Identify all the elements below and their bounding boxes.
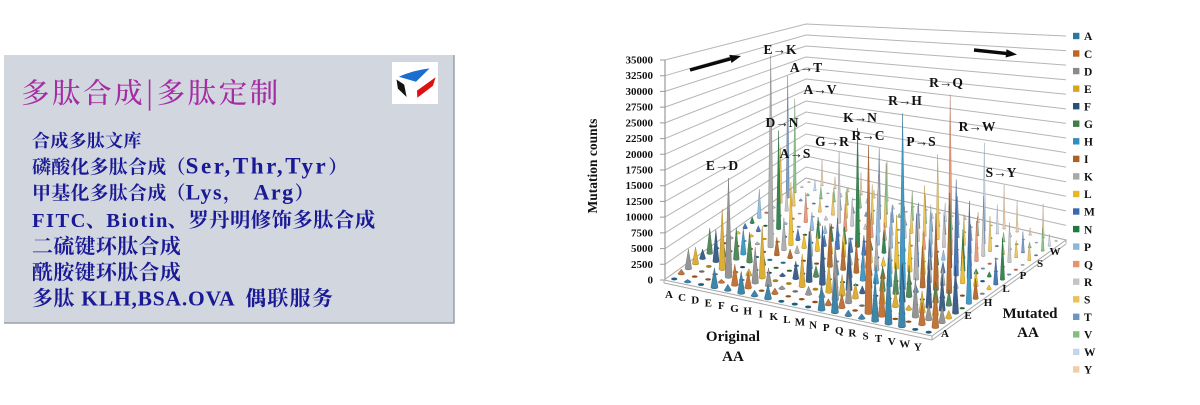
svg-text:P→S: P→S (906, 134, 935, 149)
svg-text:V: V (1084, 330, 1093, 342)
svg-text:K→N: K→N (843, 110, 877, 125)
svg-text:R: R (1084, 277, 1093, 289)
svg-text:Y: Y (914, 341, 922, 353)
svg-text:V: V (888, 336, 896, 348)
svg-text:F: F (718, 300, 725, 312)
svg-text:7500: 7500 (631, 227, 654, 239)
svg-text:R: R (848, 328, 857, 340)
svg-text:R→W: R→W (959, 119, 996, 134)
svg-text:Original: Original (706, 329, 760, 345)
svg-text:12500: 12500 (626, 196, 654, 208)
svg-text:R→Q: R→Q (929, 75, 963, 90)
svg-text:AA: AA (722, 349, 744, 365)
svg-text:Mutation counts: Mutation counts (585, 119, 600, 214)
svg-text:S: S (862, 330, 868, 342)
svg-text:I: I (1084, 154, 1089, 166)
svg-text:A: A (665, 289, 673, 301)
svg-text:G: G (730, 303, 739, 315)
svg-text:L: L (1084, 189, 1092, 201)
svg-text:20000: 20000 (626, 149, 654, 161)
svg-text:R→H: R→H (888, 93, 922, 108)
svg-text:30000: 30000 (626, 86, 654, 98)
svg-text:Y: Y (1084, 365, 1093, 377)
svg-text:N: N (809, 319, 817, 331)
svg-text:35000: 35000 (626, 55, 654, 67)
svg-text:Ser,Thr,Tyr: Ser,Thr,Tyr (186, 154, 329, 179)
svg-text:Mutated: Mutated (1003, 306, 1059, 322)
svg-text:M: M (795, 317, 806, 329)
svg-text:C: C (678, 292, 686, 304)
svg-text:2500: 2500 (631, 259, 654, 271)
svg-text:5000: 5000 (631, 243, 654, 255)
svg-text:S→Y: S→Y (986, 165, 1017, 180)
svg-text:25000: 25000 (626, 117, 654, 129)
svg-text:T: T (875, 333, 883, 345)
svg-text:D→N: D→N (766, 115, 799, 130)
svg-text:D: D (691, 295, 699, 307)
svg-text:P: P (1020, 270, 1027, 282)
svg-text:R→C: R→C (852, 128, 885, 143)
svg-text:22500: 22500 (626, 133, 654, 145)
svg-text:Arg: Arg (254, 180, 295, 205)
svg-text:H: H (1084, 137, 1093, 149)
svg-text:W: W (1050, 246, 1061, 258)
svg-text:G→R: G→R (815, 134, 849, 149)
svg-text:T: T (1084, 312, 1092, 324)
svg-text:Q: Q (835, 325, 844, 337)
svg-text:W: W (899, 339, 910, 351)
svg-text:S: S (1084, 294, 1090, 306)
svg-text:FITC: FITC (32, 210, 87, 232)
svg-text:P: P (1084, 242, 1091, 254)
svg-text:D: D (1084, 66, 1092, 78)
svg-text:A→V: A→V (804, 82, 837, 97)
svg-text:C: C (1084, 49, 1092, 61)
svg-text:E→D: E→D (706, 158, 739, 173)
svg-text:N: N (1084, 224, 1093, 236)
svg-text:E: E (705, 297, 712, 309)
svg-text:L: L (1002, 283, 1009, 295)
svg-text:E: E (1084, 84, 1092, 96)
svg-text:L: L (783, 314, 790, 326)
svg-text:E→K: E→K (763, 42, 797, 57)
svg-text:Biotin: Biotin (106, 210, 169, 232)
svg-text:E: E (964, 310, 971, 322)
svg-text:W: W (1084, 347, 1096, 359)
svg-text:F: F (1084, 101, 1091, 113)
svg-text:A→S: A→S (780, 146, 811, 161)
svg-text:KLH,BSA.OVA: KLH,BSA.OVA (81, 287, 235, 311)
svg-text:Lys: Lys (186, 180, 224, 205)
svg-text:A→T: A→T (790, 60, 822, 75)
svg-text:A: A (941, 328, 949, 340)
svg-text:K: K (1084, 172, 1093, 184)
svg-text:AA: AA (1017, 325, 1039, 341)
svg-text:15000: 15000 (626, 180, 654, 192)
svg-text:I: I (759, 308, 763, 320)
svg-text:10000: 10000 (626, 212, 654, 224)
svg-text:S: S (1037, 258, 1043, 270)
svg-text:32500: 32500 (626, 70, 654, 82)
svg-text:27500: 27500 (626, 102, 654, 114)
svg-text:G: G (1084, 119, 1093, 131)
svg-text:0: 0 (648, 275, 654, 287)
svg-text:17500: 17500 (626, 165, 654, 177)
svg-text:M: M (1084, 207, 1095, 219)
svg-text:P: P (823, 322, 830, 334)
svg-text:Q: Q (1084, 259, 1093, 271)
svg-text:K: K (770, 311, 779, 323)
svg-text:H: H (984, 297, 993, 309)
svg-text:A: A (1084, 31, 1093, 43)
svg-text:H: H (743, 306, 752, 318)
